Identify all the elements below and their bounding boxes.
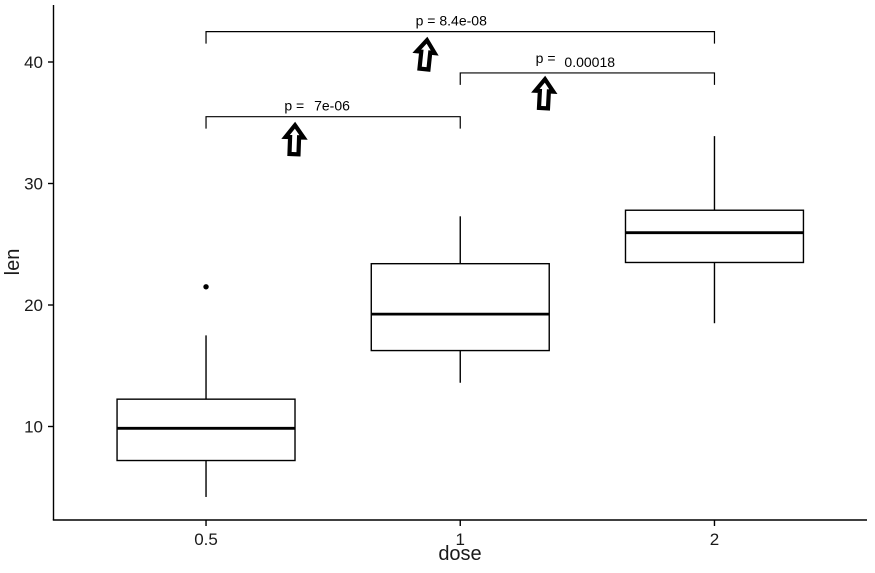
comparison-1-vs-2: p = 0.00018 [459, 50, 716, 85]
y-tick-label: 40 [24, 53, 43, 72]
y-tick-label: 20 [24, 296, 43, 315]
up-arrow-icon [531, 75, 558, 111]
x-axis-title: dose [438, 543, 481, 565]
x-tick-label: 0.5 [194, 530, 218, 549]
significance-bracket [205, 31, 716, 44]
boxplot-group-dose-0.5 [116, 284, 296, 497]
boxplot-group-dose-2 [624, 136, 805, 324]
boxplot-group-dose-1 [370, 216, 550, 383]
x-tick-label: 1 [456, 530, 465, 549]
y-tick-label: 30 [24, 175, 43, 194]
iqr-box [370, 262, 550, 352]
y-tick-label: 10 [24, 418, 43, 437]
iqr-box [116, 398, 296, 462]
iqr-box [624, 209, 805, 264]
comparison-0.5-vs-1: p = 7e-06 [205, 98, 461, 129]
outlier-point [203, 284, 209, 290]
significance-bracket [459, 72, 716, 85]
p-value-label: p = 0.00018 [536, 50, 616, 70]
comparison-0.5-vs-2: p = 8.4e-08 [205, 13, 716, 44]
up-arrow-icon [281, 121, 308, 157]
p-value-label: p = 7e-06 [284, 98, 350, 114]
x-tick-label: 2 [710, 530, 719, 549]
y-axis-title: len [2, 249, 24, 276]
p-value-label: p = 8.4e-08 [416, 13, 487, 29]
plot-panel: 10 20 30 40 0.5 1 2 p = 8.4e-08 p = 0.00018 p = 7… [24, 13, 805, 549]
significance-bracket [205, 116, 461, 129]
up-arrow-icon [412, 36, 439, 72]
